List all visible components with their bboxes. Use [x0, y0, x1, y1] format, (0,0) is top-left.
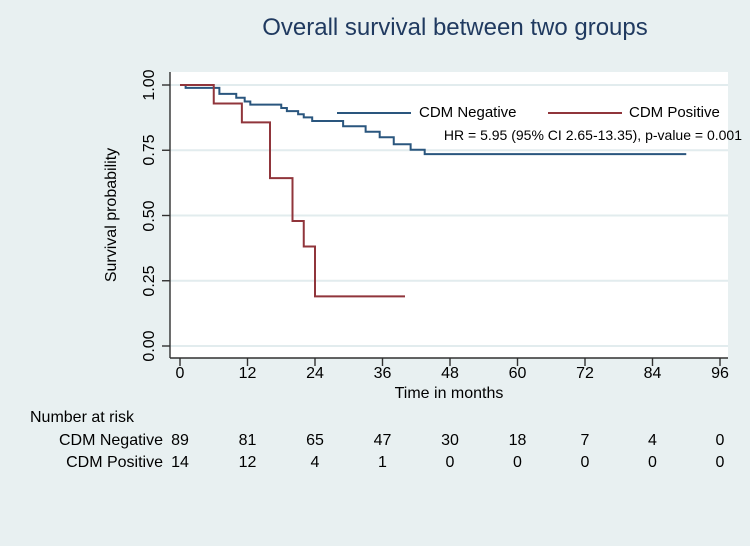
x-tick-label: 60	[508, 365, 527, 382]
risk-count: 81	[238, 432, 257, 449]
y-tick-label: 0.00	[141, 330, 158, 362]
risk-count: 12	[238, 454, 257, 471]
legend-label-negative: CDM Negative	[419, 104, 517, 121]
x-tick-label: 24	[306, 365, 324, 382]
risk-row-label: CDM Positive	[66, 454, 163, 471]
risk-count: 14	[171, 454, 189, 471]
x-tick-label: 48	[441, 365, 459, 382]
risk-count: 0	[580, 454, 590, 471]
y-axis-title: Survival probability	[103, 147, 120, 283]
survival-curve-positive	[180, 84, 405, 298]
risk-table-title: Number at risk	[30, 409, 135, 426]
risk-count: 0	[513, 454, 522, 471]
y-tick-label: 1.00	[141, 69, 158, 101]
risk-count: 18	[508, 432, 527, 449]
risk-count: 47	[373, 432, 392, 449]
risk-count: 0	[715, 432, 725, 449]
survival-curve-negative	[180, 84, 687, 156]
y-tick-label: 0.25	[141, 265, 158, 297]
risk-count: 0	[445, 454, 455, 471]
chart-title: Overall survival between two groups	[262, 14, 648, 41]
x-tick-label: 36	[373, 365, 392, 382]
risk-count: 4	[648, 432, 657, 449]
hr-annotation: HR = 5.95 (95% CI 2.65-13.35), p-value =…	[443, 127, 742, 143]
y-tick-label: 0.50	[141, 199, 158, 232]
risk-count: 7	[580, 432, 590, 449]
legend-line-positive	[548, 112, 622, 114]
x-tick-label: 96	[711, 365, 729, 382]
legend-line-negative	[337, 112, 411, 114]
x-tick-label: 72	[576, 365, 594, 382]
risk-row-label: CDM Negative	[58, 432, 163, 449]
risk-count: 0	[715, 454, 725, 471]
risk-count: 1	[378, 454, 387, 471]
risk-count: 4	[310, 454, 320, 471]
risk-count: 65	[306, 432, 324, 449]
y-tick-label: 0.75	[141, 134, 158, 166]
risk-row-positive: CDM Positive 14 12 4 1 0 0 0 0 0	[0, 454, 750, 474]
x-tick-label: 84	[643, 365, 662, 382]
legend-label-positive: CDM Positive	[629, 104, 720, 121]
x-axis-title: Time in months	[394, 385, 504, 402]
x-tick-label: 0	[175, 365, 185, 382]
risk-count: 89	[171, 432, 189, 449]
risk-row-negative: CDM Negative 89 81 65 47 30 18 7 4 0	[0, 432, 750, 452]
x-tick-label: 12	[238, 365, 257, 382]
risk-count: 30	[441, 432, 459, 449]
risk-count: 0	[648, 454, 657, 471]
